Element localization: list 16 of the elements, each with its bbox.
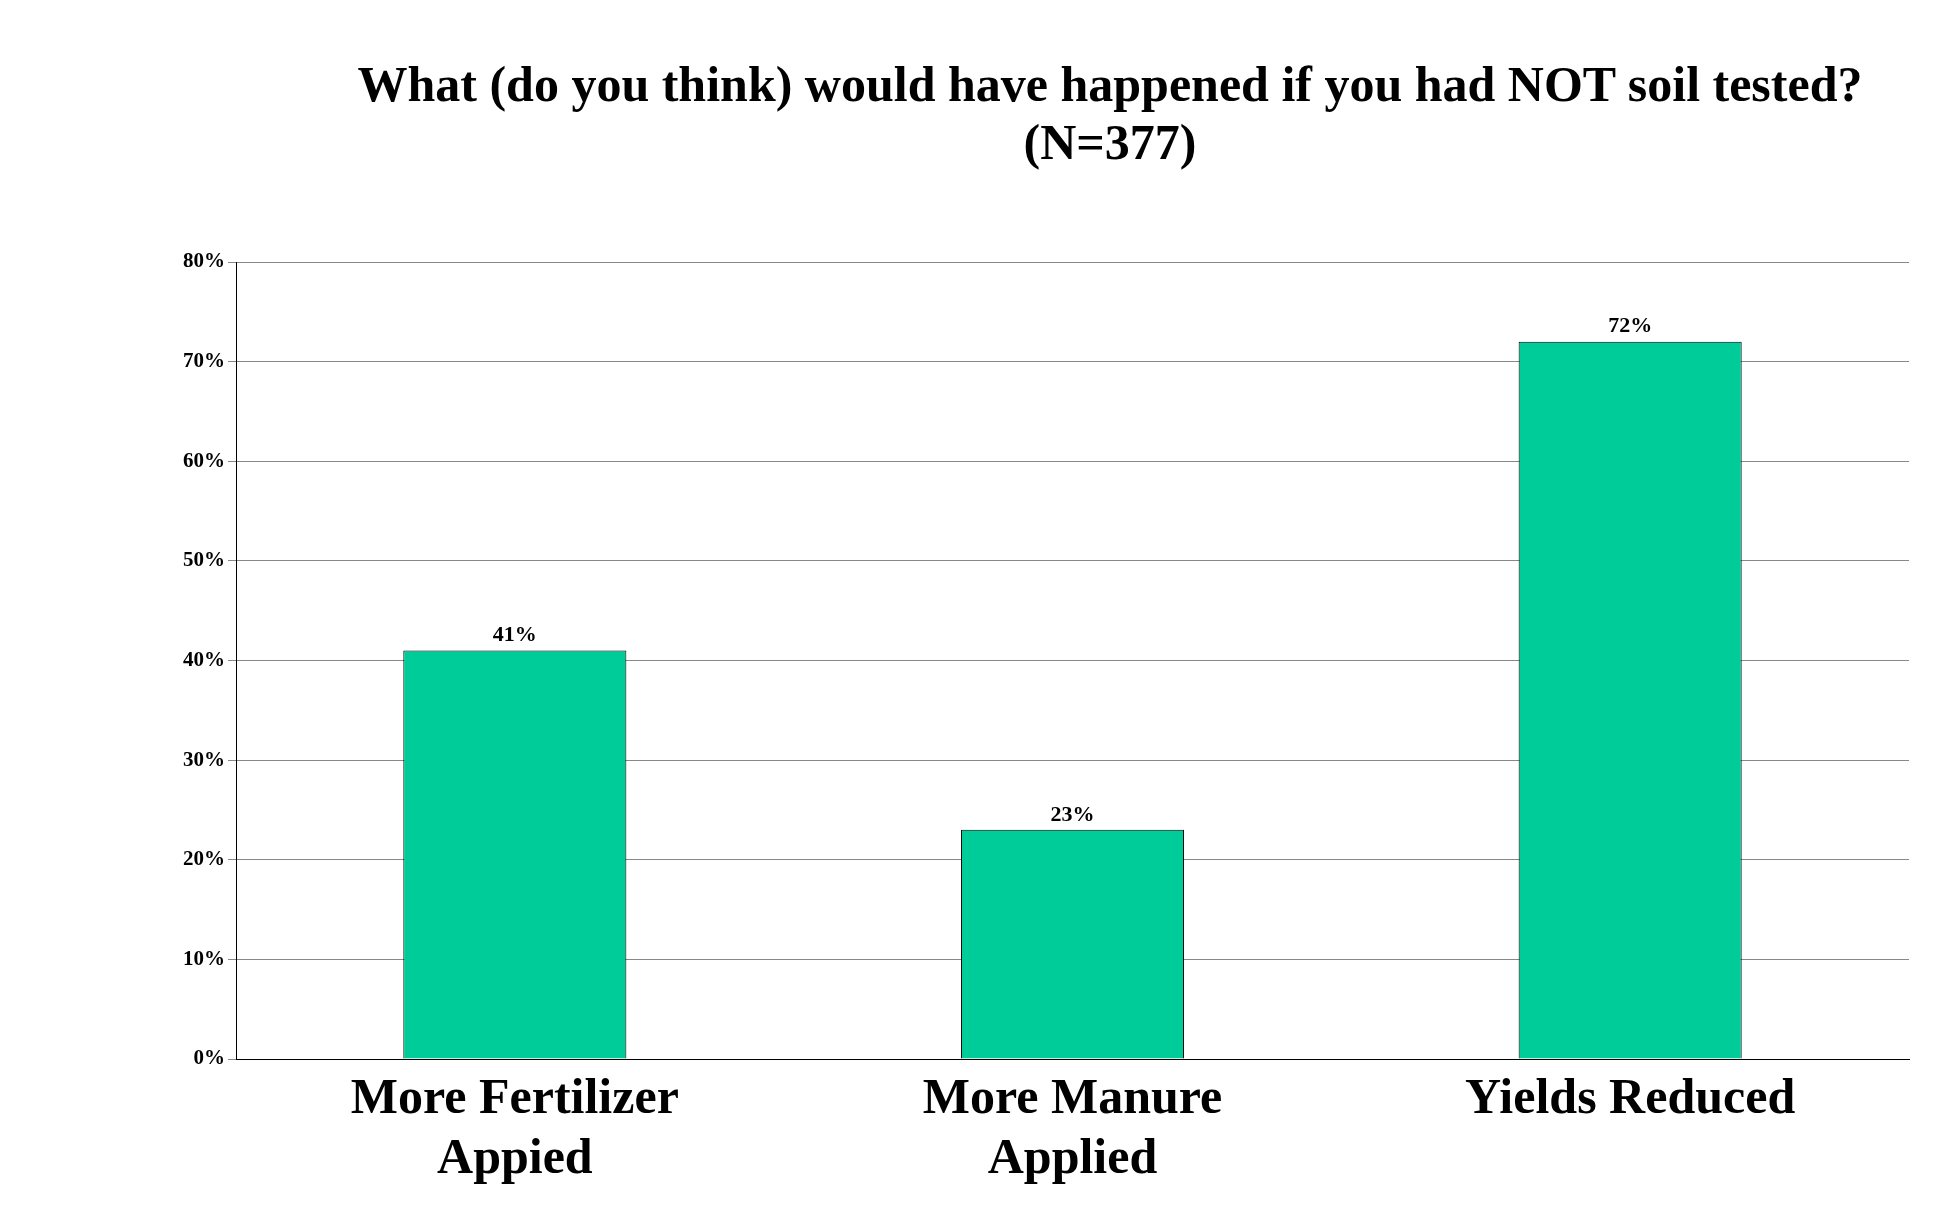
y-tick-label: 40% xyxy=(183,646,225,671)
x-tick-label: Yields Reduced xyxy=(1465,1067,1796,1124)
y-tick-label: 20% xyxy=(183,846,225,871)
data-label: 23% xyxy=(1050,800,1095,826)
y-tick-label: 50% xyxy=(183,547,225,572)
chart-title: What (do you think) would have happened if you had NOT soil tested? (N=377) xyxy=(356,55,1864,171)
x-tick-label: More Fertilizer Appied xyxy=(350,1067,679,1184)
x-tick-label: More Manure Applied xyxy=(922,1067,1223,1184)
y-tick-label: 30% xyxy=(183,746,225,771)
y-tick-label: 0% xyxy=(193,1045,225,1070)
y-tick-label: 70% xyxy=(183,348,225,373)
y-tick-label: 80% xyxy=(183,248,225,273)
data-label: 41% xyxy=(492,621,537,647)
y-tick-label: 10% xyxy=(183,945,225,970)
y-tick-label: 60% xyxy=(183,447,225,472)
data-label: 72% xyxy=(1608,312,1653,338)
